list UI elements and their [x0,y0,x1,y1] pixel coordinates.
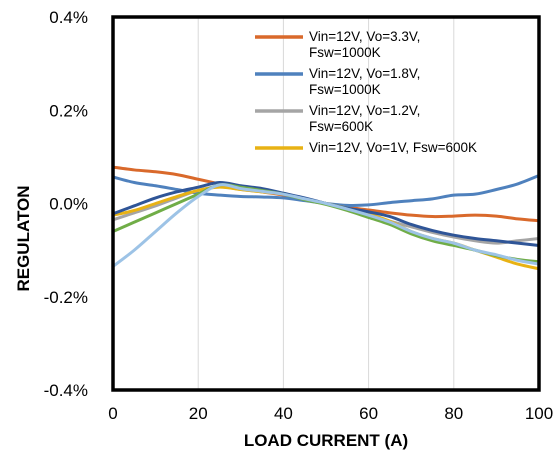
x-tick-labels: 0 20 40 60 80 100 [108,404,553,423]
legend-label-3: Fsw=600K [309,119,373,134]
legend-label-1: Fsw=1000K [309,45,381,60]
y-tick-label: -0.2% [44,288,88,307]
x-tick-label: 0 [108,404,117,423]
legend-label-4: Vin=12V, Vo=1V, Fsw=600K [309,140,477,155]
y-tick-label: 0.4% [49,8,88,27]
legend-label-1: Vin=12V, Vo=3.3V, [309,29,420,44]
series-lines [111,165,541,271]
y-tick-label: -0.4% [44,381,88,400]
legend-label-2: Vin=12V, Vo=1.8V, [309,66,420,81]
legend-label-3: Vin=12V, Vo=1.2V, [309,103,420,118]
x-tick-label: 80 [444,404,463,423]
y-tick-labels: 0.4% 0.2% 0.0% -0.2% -0.4% [44,8,88,400]
legend-label-2: Fsw=1000K [309,82,381,97]
x-tick-label: 60 [359,404,378,423]
y-tick-label: 0.0% [49,195,88,214]
plot-frame [111,15,541,392]
y-axis-title: REGULATON [14,185,33,291]
series-line-7 [111,183,541,268]
x-tick-label: 100 [525,404,553,423]
x-tick-label: 20 [189,404,208,423]
x-axis-title: LOAD CURRENT (A) [244,431,408,450]
y-tick-label: 0.2% [49,101,88,120]
x-tick-label: 40 [274,404,293,423]
